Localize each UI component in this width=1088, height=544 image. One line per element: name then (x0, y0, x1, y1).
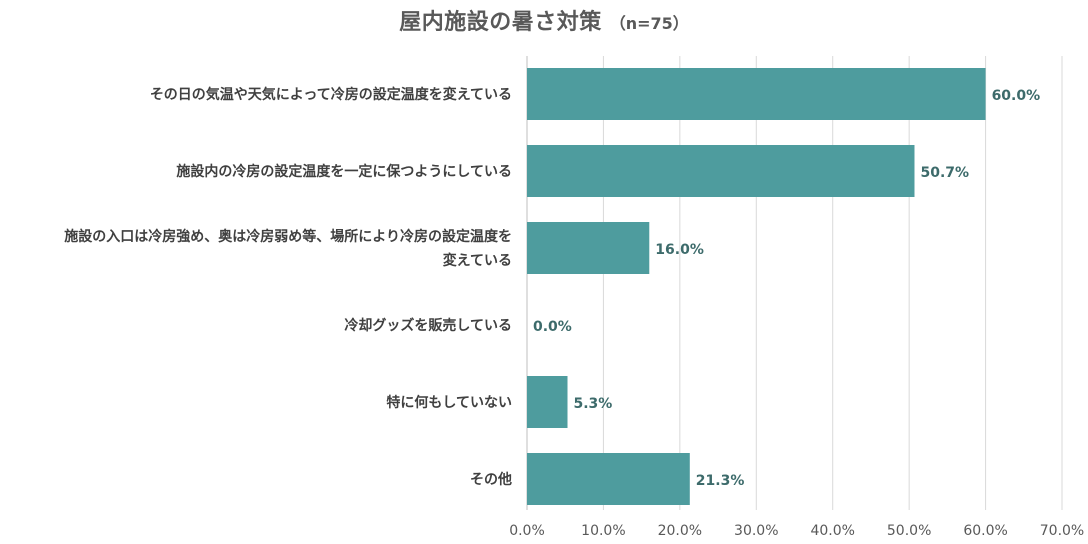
bar (527, 453, 690, 505)
category-label: 特に何もしていない (386, 394, 512, 411)
x-tick-label: 70.0% (1040, 523, 1084, 539)
x-tick-label: 50.0% (887, 523, 931, 539)
category-label: 施設内の冷房の設定温度を一定に保つようにしている (176, 163, 512, 180)
value-label: 50.7% (920, 165, 969, 181)
x-tick-label: 0.0% (509, 523, 545, 539)
x-tick-label: 10.0% (581, 523, 625, 539)
x-tick-label: 30.0% (734, 523, 778, 539)
x-tick-label: 60.0% (963, 523, 1007, 539)
category-label: 変えている (443, 252, 512, 269)
value-label: 0.0% (533, 319, 572, 335)
bar (527, 145, 915, 197)
value-label: 60.0% (992, 88, 1041, 104)
value-label: 5.3% (574, 396, 613, 412)
bar (527, 68, 986, 120)
value-label: 21.3% (696, 473, 745, 489)
category-label: 冷却グッズを販売している (344, 317, 512, 334)
bar (527, 222, 650, 274)
bar (527, 376, 568, 428)
value-label: 16.0% (655, 242, 704, 258)
x-tick-label: 20.0% (658, 523, 702, 539)
chart-title: 屋内施設の暑さ対策 （n=75） (0, 4, 1088, 36)
category-label: その他 (470, 471, 512, 488)
chart-title-main: 屋内施設の暑さ対策 (399, 10, 602, 35)
chart-title-sample-size: （n=75） (609, 14, 689, 33)
category-label: 施設の入口は冷房強め、奥は冷房弱め等、場所により冷房の設定温度を (64, 228, 512, 245)
category-label: その日の気温や天気によって冷房の設定温度を変えている (150, 86, 512, 103)
x-tick-label: 40.0% (810, 523, 854, 539)
